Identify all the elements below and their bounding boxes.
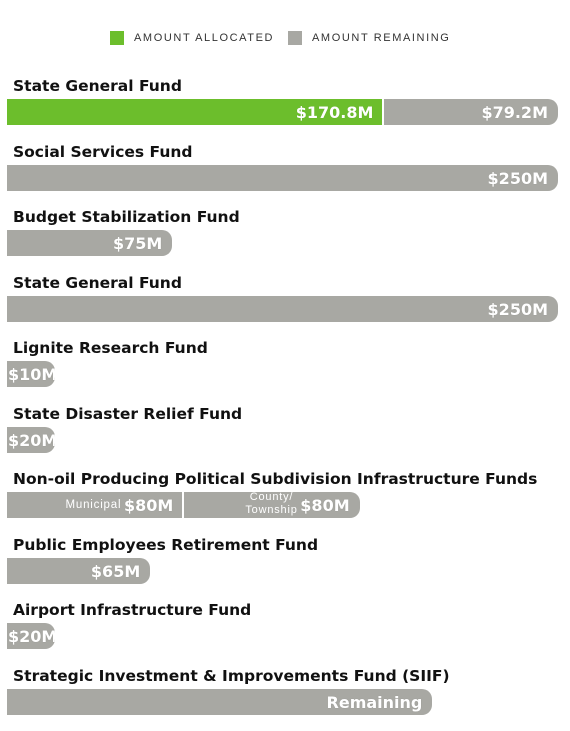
segment-divider — [182, 492, 185, 518]
fund-bar-budget-stabilization-fund: $75M — [7, 230, 173, 256]
legend-label-allocated: AMOUNT ALLOCATED — [134, 32, 275, 44]
segment-divider — [382, 99, 385, 125]
bar-value-label: $80M — [300, 496, 350, 515]
bar-value-label: $75M — [112, 234, 163, 253]
bar-value-label: $20M — [8, 627, 55, 646]
fund-bar-state-general-fund: $250M — [7, 295, 558, 322]
bar-value-label: Remaining — [326, 692, 423, 712]
bar-segment-remaining: $75M — [7, 230, 173, 256]
fund-title-budget-stabilization-fund: Budget Stabilization Fund — [13, 208, 240, 226]
bar-value-label: $20M — [8, 430, 55, 450]
chart-legend: AMOUNT ALLOCATED AMOUNT REMAINING — [0, 0, 570, 70]
fund-bar-lignite-research-fund: $10M — [7, 361, 55, 387]
fund-bar-state-disaster-relief-fund: $20M — [7, 426, 55, 453]
bar-segment-remaining: $80M County/Township — [183, 492, 360, 518]
bar-value-label: $250M — [487, 299, 548, 319]
fund-bar-airport-infrastructure-fund: $20M — [7, 623, 55, 649]
fund-title-airport-infrastructure-fund: Airport Infrastructure Fund — [13, 601, 252, 619]
legend-item-allocated: AMOUNT ALLOCATED — [110, 31, 274, 45]
bar-value-label: $65M — [90, 561, 141, 581]
fund-bar-social-services-fund: $250M — [7, 164, 558, 191]
legend-swatch-allocated — [110, 31, 124, 45]
bar-value-label: $170.8M — [295, 103, 374, 122]
bar-value-label: $80M — [123, 496, 174, 515]
legend-item-remaining: AMOUNT REMAINING — [288, 31, 450, 45]
bar-segment-remaining: $10M — [7, 361, 55, 387]
bar-segment-sublabel: Municipal — [65, 499, 122, 511]
bar-segment-remaining: $250M — [7, 295, 558, 322]
fund-title-state-general-fund: State General Fund — [13, 273, 182, 292]
fund-title-non-oil-producing-political-subdivision-infrastructure-funds: Non-oil Producing Political Subdivision … — [13, 470, 538, 488]
fund-title-lignite-research-fund: Lignite Research Fund — [13, 339, 208, 357]
fund-title-social-services-fund: Social Services Fund — [13, 142, 193, 161]
fund-bar-public-employees-retirement-fund: $65M — [7, 557, 151, 584]
bar-value-label: $250M — [487, 168, 548, 188]
bar-segment-remaining: $250M — [7, 164, 558, 191]
legend-swatch-remaining — [288, 31, 302, 45]
sublabel-line: Township — [245, 504, 298, 516]
sublabel-line: County/ — [249, 492, 294, 503]
bar-segment-remaining: $20M — [7, 426, 55, 453]
bar-value-label: $79.2M — [481, 103, 548, 122]
bar-segment-allocated: $170.8M — [7, 99, 384, 125]
bar-segment-remaining: $20M — [7, 623, 55, 649]
fund-title-public-employees-retirement-fund: Public Employees Retirement Fund — [13, 535, 319, 554]
fund-title-strategic-investment-improvements-fund-siif: Strategic Investment & Improvements Fund… — [13, 666, 450, 685]
bar-segment-sublabel: County/Township — [245, 492, 297, 517]
fund-title-state-disaster-relief-fund: State Disaster Relief Fund — [13, 404, 243, 423]
bar-segment-remaining: $79.2M — [383, 99, 558, 125]
bar-value-label: $10M — [8, 365, 55, 384]
fund-bar-strategic-investment-improvements-fund-siif: Remaining — [7, 688, 433, 715]
legend-label-remaining: AMOUNT REMAINING — [312, 32, 451, 44]
bar-segment-remaining: Remaining — [7, 688, 433, 715]
bar-segment-remaining: $80M Municipal — [7, 492, 184, 518]
fund-title-state-general-fund: State General Fund — [13, 77, 182, 95]
fund-bar-state-general-fund: $170.8M $79.2M — [7, 99, 558, 125]
fund-bar-non-oil-producing-political-subdivision-infrastructure-funds: $80M Municipal $80M County/Township — [7, 492, 360, 518]
bar-segment-remaining: $65M — [7, 557, 151, 584]
